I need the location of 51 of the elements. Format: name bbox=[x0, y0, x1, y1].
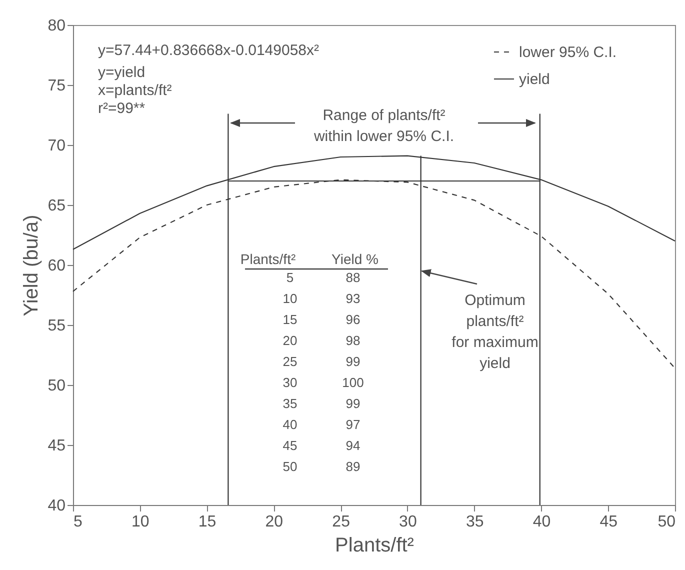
annotation: y=yield bbox=[98, 64, 146, 81]
y-tick-label: 80 bbox=[48, 18, 66, 34]
y-tick-label: 55 bbox=[48, 318, 66, 334]
legend-label: yield bbox=[519, 71, 550, 88]
annotation: y=57.44+0.836668x-0.0149058x² bbox=[98, 42, 320, 59]
x-tick-label: 10 bbox=[131, 514, 150, 530]
x-tick-label: 15 bbox=[198, 514, 216, 530]
annotation: 94 bbox=[346, 438, 360, 453]
annotation: 99 bbox=[346, 354, 360, 369]
annotation: 15 bbox=[282, 312, 298, 327]
y-tick-label: 60 bbox=[48, 258, 66, 274]
y-tick-label: 75 bbox=[48, 78, 66, 94]
annotation: 20 bbox=[282, 333, 298, 348]
annotation: 40 bbox=[282, 417, 298, 432]
annotation: 5 bbox=[286, 270, 294, 285]
annotation: 97 bbox=[346, 417, 360, 432]
annotation: 98 bbox=[346, 333, 360, 348]
x-tick-label: 50 bbox=[658, 514, 676, 530]
annotation: 30 bbox=[282, 375, 298, 390]
x-axis-title: Plants/ft² bbox=[335, 534, 414, 556]
annotation: 35 bbox=[282, 396, 298, 411]
annotation: Yield % bbox=[332, 251, 378, 267]
annotation: r²=99** bbox=[98, 100, 146, 117]
y-tick-label: 40 bbox=[48, 498, 66, 514]
annotation: 100 bbox=[342, 375, 364, 390]
y-tick-label: 65 bbox=[48, 198, 66, 214]
annotation: 89 bbox=[346, 459, 360, 474]
annotation: 93 bbox=[346, 291, 360, 306]
y-tick-label: 45 bbox=[48, 438, 66, 454]
annotation: x=plants/ft² bbox=[98, 82, 172, 99]
x-tick-label: 25 bbox=[332, 514, 350, 530]
x-tick-label: 20 bbox=[265, 514, 284, 530]
annotation: 25 bbox=[282, 354, 298, 369]
annotation: Optimum plants/ft² for maximum yield bbox=[452, 292, 538, 372]
annotation: 99 bbox=[346, 396, 360, 411]
y-tick-label: 50 bbox=[48, 378, 66, 394]
annotation: Plants/ft² bbox=[240, 251, 296, 267]
annotation: 88 bbox=[346, 270, 360, 285]
annotation: 45 bbox=[282, 438, 298, 453]
x-tick-label: 30 bbox=[399, 514, 417, 530]
x-tick-label: 40 bbox=[532, 514, 551, 530]
y-tick-label: 70 bbox=[48, 138, 66, 154]
annotation: 50 bbox=[282, 459, 298, 474]
annotation: Range of plants/ft² within lower 95% C.I. bbox=[312, 107, 454, 145]
annotation: 10 bbox=[282, 291, 298, 306]
x-tick-label: 45 bbox=[600, 514, 618, 530]
x-tick-label: 5 bbox=[74, 514, 82, 530]
annotation: 96 bbox=[346, 312, 360, 327]
legend-label: lower 95% C.I. bbox=[519, 44, 617, 61]
x-tick-label: 35 bbox=[466, 514, 484, 530]
y-axis-title: Yield (bu/a) bbox=[20, 214, 43, 316]
